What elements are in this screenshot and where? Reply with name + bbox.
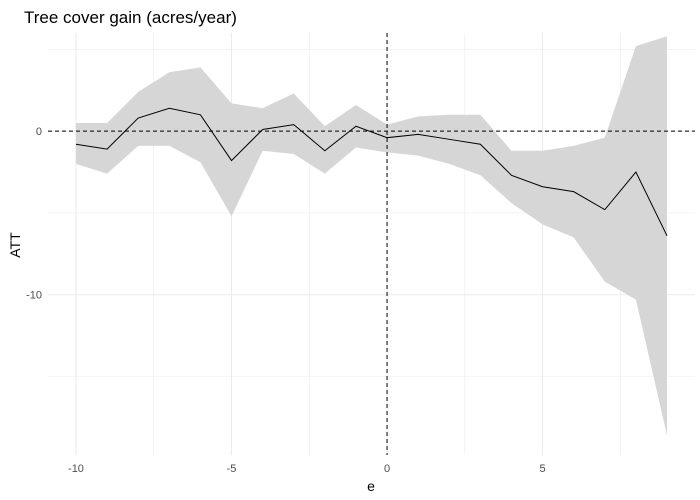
confidence-band	[75, 36, 668, 436]
x-tick-label: -5	[227, 463, 237, 475]
x-axis-title: e	[367, 478, 375, 494]
y-tick-label: -10	[26, 290, 42, 302]
y-axis-ticks: 0 -10	[26, 126, 42, 302]
y-tick-label: 0	[36, 126, 42, 138]
att-series-line	[75, 107, 668, 237]
att-line	[75, 107, 668, 237]
x-tick-label: 5	[540, 463, 546, 475]
chart-title: Tree cover gain (acres/year)	[24, 8, 237, 27]
confidence-band-area	[75, 36, 668, 436]
y-axis-title: ATT	[7, 232, 23, 258]
x-axis-ticks: -10 -5 0 5	[68, 463, 546, 475]
x-tick-label: 0	[384, 463, 390, 475]
x-tick-label: -10	[68, 463, 84, 475]
reference-lines	[48, 33, 695, 455]
